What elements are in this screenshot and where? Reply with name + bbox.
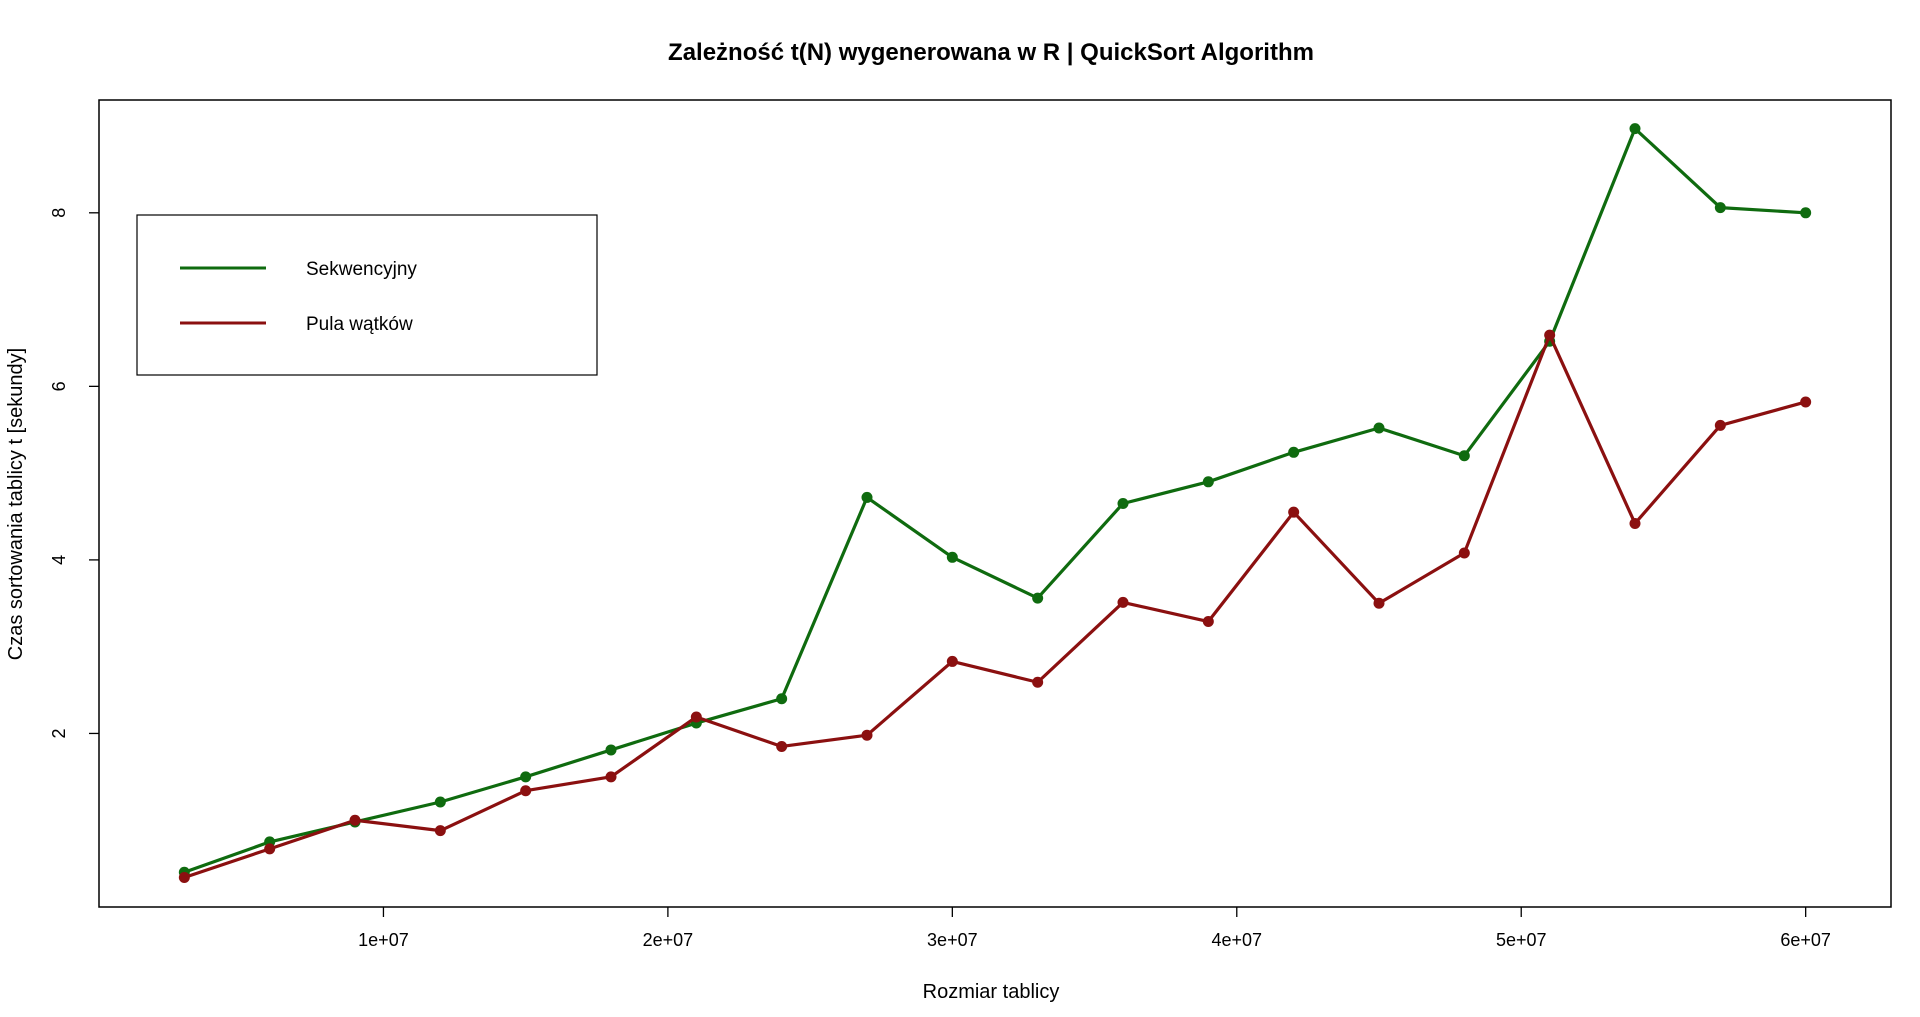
legend-box — [136, 214, 598, 376]
x-axis-label: Rozmiar tablicy — [923, 981, 1060, 1003]
x-axis: 1e+07 2e+07 3e+07 4e+07 5e+07 6e+07 — [358, 907, 1831, 950]
data-point-pula-w-tk-w — [1629, 517, 1641, 529]
data-point-sekwencyjny — [1032, 592, 1044, 604]
data-point-pula-w-tk-w — [434, 825, 446, 837]
data-point-pula-w-tk-w — [861, 729, 873, 741]
data-point-sekwencyjny — [946, 551, 958, 563]
data-point-sekwencyjny — [1800, 207, 1812, 219]
data-point-sekwencyjny — [1202, 476, 1214, 488]
x-tick-label: 1e+07 — [358, 930, 409, 950]
data-point-pula-w-tk-w — [690, 711, 702, 723]
data-point-pula-w-tk-w — [349, 814, 361, 826]
data-point-pula-w-tk-w — [1373, 597, 1385, 609]
legend-label-pula-watkow: Pula wątków — [306, 314, 413, 335]
y-tick-label: 4 — [49, 555, 69, 565]
data-point-pula-w-tk-w — [520, 785, 532, 797]
data-point-pula-w-tk-w — [1288, 506, 1300, 518]
plot-frame — [98, 99, 1892, 908]
data-point-sekwencyjny — [1458, 450, 1470, 462]
data-point-pula-w-tk-w — [1544, 329, 1556, 341]
data-point-sekwencyjny — [434, 796, 446, 808]
chart-title: Zależność t(N) wygenerowana w R | QuickS… — [668, 39, 1314, 66]
data-point-pula-w-tk-w — [605, 771, 617, 783]
data-point-pula-w-tk-w — [1800, 396, 1812, 408]
series-sekwencyjny — [178, 123, 1812, 878]
data-point-sekwencyjny — [605, 744, 617, 756]
x-tick-label: 4e+07 — [1211, 930, 1262, 950]
data-point-sekwencyjny — [776, 693, 788, 705]
x-tick-label: 2e+07 — [643, 930, 694, 950]
data-point-pula-w-tk-w — [264, 843, 276, 855]
data-point-pula-w-tk-w — [1458, 547, 1470, 559]
legend-label-sekwencyjny: Sekwencyjny — [306, 259, 417, 280]
data-point-pula-w-tk-w — [1117, 596, 1129, 608]
data-point-pula-w-tk-w — [776, 740, 788, 752]
y-axis: 2 4 6 8 — [49, 208, 99, 738]
data-point-sekwencyjny — [1373, 422, 1385, 434]
series-line-pula-w-tk-w — [182, 333, 1808, 880]
data-point-sekwencyjny — [1714, 202, 1726, 214]
series-layer — [178, 123, 1812, 883]
data-point-pula-w-tk-w — [946, 655, 958, 667]
data-point-sekwencyjny — [1288, 446, 1300, 458]
data-point-pula-w-tk-w — [178, 872, 190, 883]
y-tick-label: 8 — [49, 208, 69, 218]
y-axis-label: Czas sortowania tablicy t [sekundy] — [5, 348, 27, 660]
legend: Sekwencyjny Pula wątków — [136, 214, 598, 376]
data-point-pula-w-tk-w — [1202, 616, 1214, 628]
data-point-sekwencyjny — [861, 491, 873, 503]
y-tick-label: 6 — [49, 381, 69, 391]
x-tick-label: 3e+07 — [927, 930, 978, 950]
data-point-pula-w-tk-w — [1714, 419, 1726, 431]
data-point-sekwencyjny — [520, 771, 532, 783]
series-line-sekwencyjny — [182, 127, 1808, 874]
x-tick-label: 6e+07 — [1780, 930, 1831, 950]
series-pula-w-tk-w — [178, 329, 1812, 883]
y-tick-label: 2 — [49, 728, 69, 738]
x-tick-label: 5e+07 — [1496, 930, 1547, 950]
data-point-sekwencyjny — [1117, 498, 1129, 509]
data-point-sekwencyjny — [1629, 123, 1641, 135]
data-point-pula-w-tk-w — [1032, 676, 1044, 688]
